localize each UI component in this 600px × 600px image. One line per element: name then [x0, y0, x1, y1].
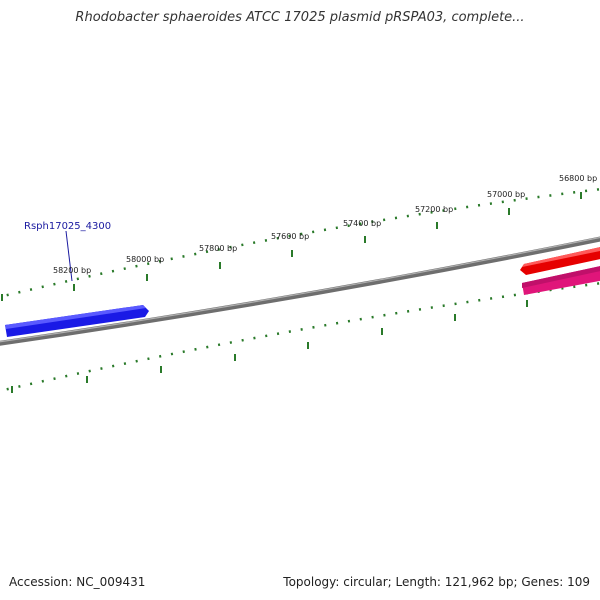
tick-label: 57400 bp [343, 219, 381, 228]
tick-label: 58000 bp [126, 255, 164, 264]
tick-label: 58200 bp [53, 266, 91, 275]
tick-label: 57600 bp [271, 232, 309, 241]
gene-rsph17025-4300[interactable] [5, 305, 149, 337]
gene-pink[interactable] [522, 265, 600, 295]
inner-major-ticks [11, 300, 528, 393]
gene-label[interactable]: Rsph17025_4300 [24, 221, 111, 232]
outer-major-ticks [1, 192, 582, 301]
plasmid-backbone [0, 236, 600, 346]
accession-text: Accession: NC_009431 [9, 575, 146, 589]
map-title: Rhodobacter sphaeroides ATCC 17025 plasm… [75, 10, 525, 25]
tick-label: 57200 bp [415, 205, 453, 214]
plasmid-backbone-highlight [0, 236, 600, 343]
tick-label: 57000 bp [487, 190, 525, 199]
topology-summary: Topology: circular; Length: 121,962 bp; … [283, 575, 590, 589]
gene-label-pointer [65, 230, 73, 282]
outer-tick-ring [0, 187, 600, 299]
tick-label: 57800 bp [199, 244, 237, 253]
gene-red[interactable] [520, 246, 600, 275]
inner-tick-ring [0, 282, 600, 393]
tick-label: 56800 bp [559, 174, 597, 183]
